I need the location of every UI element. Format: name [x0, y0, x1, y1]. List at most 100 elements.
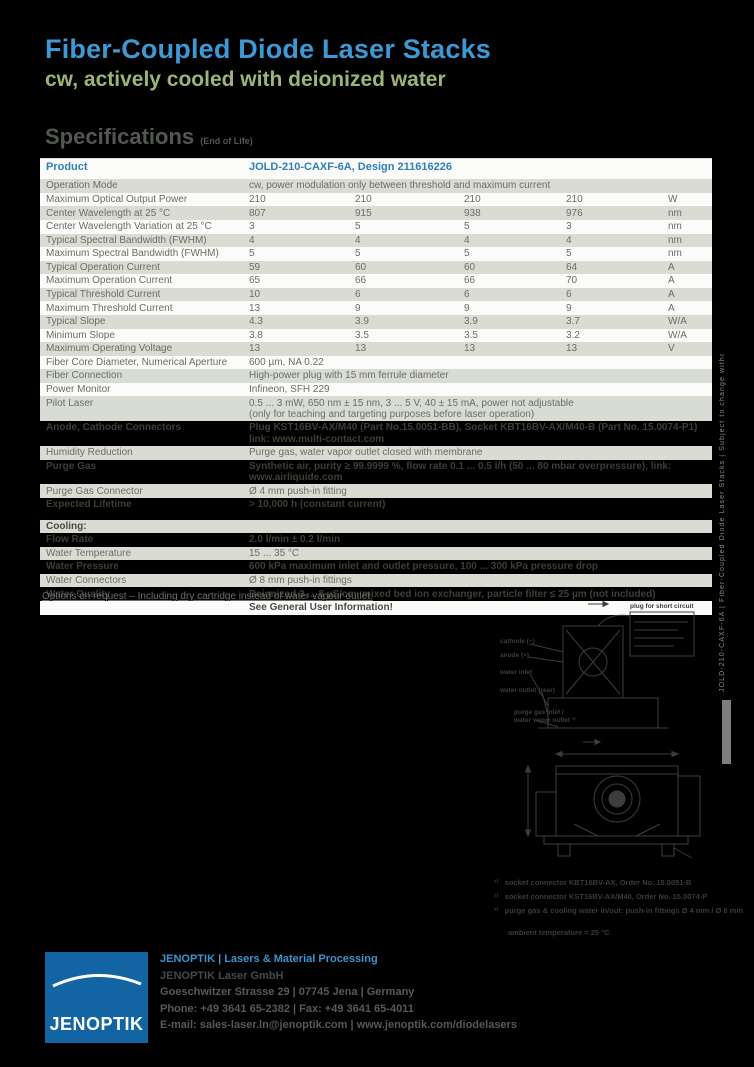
spec-row-value: 13	[355, 343, 367, 355]
spec-row-value: Ø 8 mm push-in fittings	[249, 575, 352, 587]
drawing-label-water-inlet: water inlet	[499, 669, 533, 676]
spec-row-value: > 10,000 h (constant current)	[249, 499, 386, 511]
footnote-text: socket connector KST16BV-AX/M40, Order N…	[504, 892, 708, 901]
spec-row-value: 4	[249, 234, 255, 246]
ambient-temperature-note: ambient temperature = 25 °C	[508, 928, 610, 937]
spec-row-value: 70	[566, 275, 578, 287]
footnote-text: socket connector KBT16BV-AX, Order No. 1…	[504, 878, 692, 887]
jenoptik-logo: JENOPTIK	[45, 952, 148, 1043]
spec-row: Typical Slope 4.3 3.9 3.9 3.7 W/A	[40, 314, 712, 329]
spec-row-label: Maximum Spectral Bandwidth (FWHM)	[46, 248, 219, 260]
spec-row-value: 0.5 ... 3 mW, 650 nm ± 15 nm, 3 ... 5 V,…	[249, 397, 574, 420]
spec-row-value: 210	[249, 193, 266, 205]
spec-row-value: 5	[464, 248, 470, 260]
spec-row-value: Deionized 3 ... 8 µS/cm, mixed bed ion e…	[249, 588, 656, 600]
spec-row-label: Center Wavelength at 25 °C	[46, 207, 171, 219]
spec-row-value: 4	[566, 234, 572, 246]
spec-row-value: 15 ... 35 °C	[249, 547, 300, 559]
spec-row: Water Connectors Ø 8 mm push-in fittings	[40, 573, 712, 588]
footer-email-web: E-mail: sales-laser.ln@jenoptik.com | ww…	[160, 1019, 517, 1031]
spec-row-unit: A	[668, 261, 675, 273]
footer-division: JENOPTIK | Lasers & Material Processing	[160, 953, 378, 965]
spec-row: Water Quality Deionized 3 ... 8 µS/cm, mi…	[40, 587, 712, 601]
spec-row-value: 65	[249, 275, 261, 287]
spec-row-value: 3	[566, 221, 572, 233]
spec-row-value: 13	[464, 343, 476, 355]
spec-row-unit: A	[668, 289, 675, 301]
drawing-label-water-outlet: water outlet (rear)	[499, 687, 555, 694]
spec-row-value: 3.5	[464, 329, 478, 341]
specifications-heading-text: Specifications	[45, 124, 195, 149]
spec-row-value: Ø 4 mm push-in fitting	[249, 485, 347, 497]
spec-row-value: 64	[566, 261, 578, 273]
spec-row-value: 600 µm, NA 0.22	[249, 356, 324, 368]
spec-row: Humidity Reduction Purge gas, water vapor…	[40, 446, 712, 460]
drawing-label-vapor-outlet: water vapor outlet ³⁾	[513, 716, 576, 724]
spec-row-value: 66	[355, 275, 367, 287]
spec-row-value: 3.7	[566, 316, 580, 328]
drawing-label-anode: anode (+)	[500, 652, 529, 659]
spec-row-unit: nm	[668, 234, 682, 246]
spec-row-value: 938	[464, 207, 481, 219]
spec-row-unit: A	[668, 302, 675, 314]
spec-row: Power Monitor Infineon, SFH 229	[40, 382, 712, 397]
spec-row-value: 3.9	[464, 316, 478, 328]
spec-row-value: 6	[464, 289, 470, 301]
spec-row-unit: nm	[668, 221, 682, 233]
spec-row-label: Power Monitor	[46, 384, 111, 396]
spec-row-label: Typical Slope	[46, 316, 106, 328]
spec-row-value: 3.8	[249, 329, 263, 341]
spec-row: Typical Spectral Bandwidth (FWHM) 4 4 4 4 nm	[40, 233, 712, 248]
spec-row: Anode, Cathode Connectors Plug KST16BV-AX…	[40, 421, 712, 447]
spec-row-label: Maximum Operating Voltage	[46, 343, 173, 355]
spec-row: Fiber Connection High-power plug with 15 …	[40, 369, 712, 383]
spec-row-label: Minimum Slope	[46, 329, 115, 341]
spec-row: Minimum Slope 3.8 3.5 3.5 3.2 W/A	[40, 328, 712, 343]
spec-row-value: 10	[249, 289, 261, 301]
spec-row-unit: W/A	[668, 329, 687, 341]
spec-row-value: Synthetic air, purity ≥ 99.9999 %, flow …	[249, 460, 672, 483]
spec-row-unit: nm	[668, 207, 682, 219]
spec-row: See General User Information!	[40, 601, 712, 615]
spec-row: Fiber Core Diameter, Numerical Aperture 6…	[40, 355, 712, 370]
spec-row-value: 5	[249, 248, 255, 260]
spec-row-value: 3.2	[566, 329, 580, 341]
spec-row-value: 210	[355, 193, 372, 205]
spec-row-label: Maximum Threshold Current	[46, 302, 173, 314]
spec-row-label: Humidity Reduction	[46, 447, 133, 459]
spec-row-value: 60	[464, 261, 476, 273]
spec-row-value: 600 kPa maximum inlet and outlet pressur…	[249, 561, 599, 573]
spec-row-value: See General User Information!	[249, 602, 393, 614]
spec-row-value: 5	[355, 248, 361, 260]
spec-row-value	[249, 521, 712, 532]
drawing-footnote: ²⁾ socket connector KST16BV-AX/M40, Order…	[494, 890, 744, 904]
page-subtitle: cw, actively cooled with deionized water	[45, 68, 446, 91]
technical-drawing: cathode (−) anode (+) water inlet water …	[499, 600, 701, 859]
spec-row-value: Infineon, SFH 229	[249, 384, 330, 396]
spec-row-value: 4	[464, 234, 470, 246]
spec-row: Maximum Threshold Current 13 9 9 9 A	[40, 301, 712, 315]
spec-row-label: Typical Threshold Current	[46, 289, 161, 301]
spec-row: Center Wavelength at 25 °C 807 915 938 976 nm	[40, 206, 712, 220]
spec-row-label: Maximum Operation Current	[46, 275, 173, 287]
spec-table: Product JOLD-210-CAXF-6A, Design 2116162…	[40, 158, 712, 615]
spec-row-value: 976	[566, 207, 583, 219]
drawing-footnote: ³⁾ purge gas & cooling water in/out: push…	[494, 904, 744, 918]
options-note: Options on request – Including dry cartr…	[42, 591, 373, 602]
spec-row: Water Pressure 600 kPa maximum inlet and …	[40, 560, 712, 574]
spec-row-value: 9	[355, 302, 361, 314]
spec-row: Operation Mode cw, power modulation only …	[40, 179, 712, 193]
footer-phone-fax: Phone: +49 3641 65-2382 | Fax: +49 3641 …	[160, 1002, 414, 1015]
spec-row-label: Flow Rate	[46, 534, 94, 546]
spec-row: Purge Gas Connector Ø 4 mm push-in fittin…	[40, 484, 712, 498]
footnote-marker: ³⁾	[494, 906, 499, 915]
page-title: Fiber-Coupled Diode Laser Stacks	[45, 34, 492, 64]
spec-row: Maximum Operating Voltage 13 13 13 13 V	[40, 342, 712, 356]
footer-contact-block: JENOPTIK | Lasers & Material Processing …	[160, 951, 517, 1034]
drawing-footnotes: ¹⁾ socket connector KBT16BV-AX, Order No.…	[494, 876, 744, 940]
spec-row: Maximum Optical Output Power 210 210 210 210…	[40, 192, 712, 207]
spec-row-label: Water Temperature	[46, 547, 132, 559]
spec-row: Maximum Spectral Bandwidth (FWHM) 5 5 5 5 nm	[40, 247, 712, 261]
spec-row-value: Purge gas, water vapor outlet closed wit…	[249, 447, 483, 459]
side-vertical-bar	[722, 700, 731, 764]
